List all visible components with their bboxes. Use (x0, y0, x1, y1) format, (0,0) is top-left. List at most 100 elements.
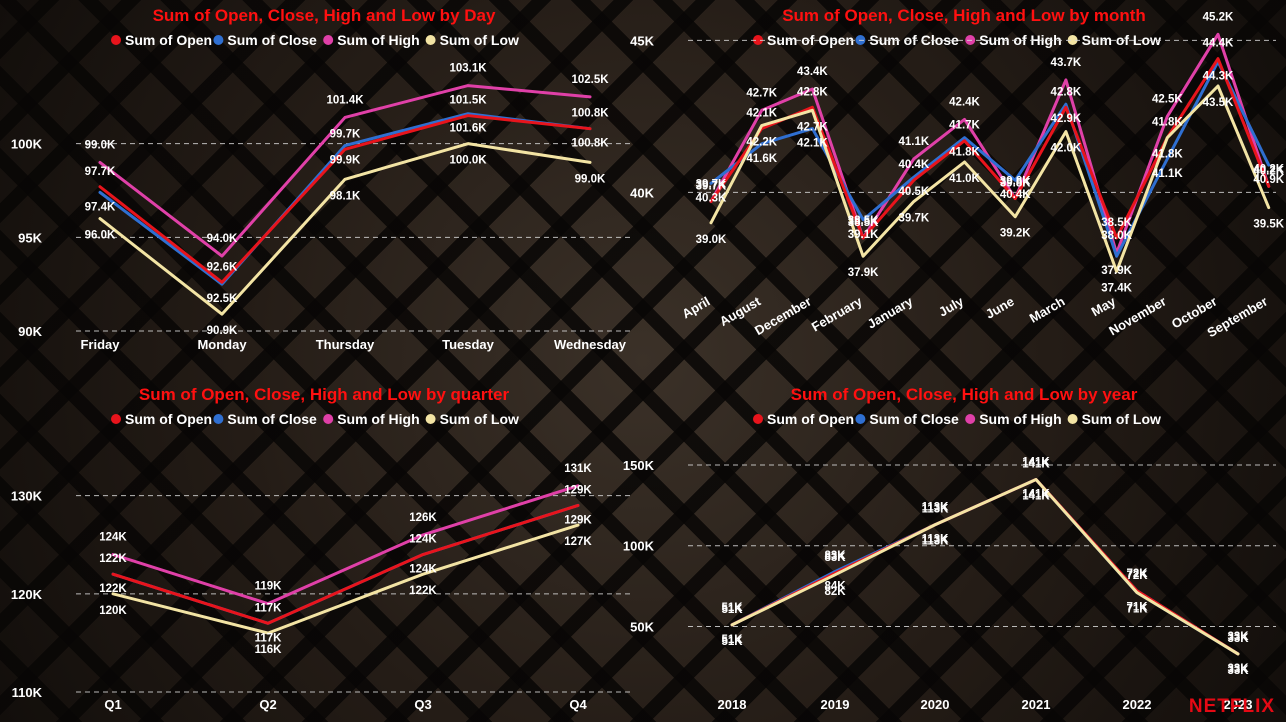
legend-marker-day-1 (213, 35, 224, 45)
data-label-month: 43.7K (1051, 57, 1082, 69)
series-line-month-2[interactable] (709, 32, 1271, 255)
x-tick-label-month: May (1089, 293, 1119, 319)
legend-marker-year-3 (1067, 414, 1078, 424)
legend-label-day-2[interactable]: Sum of High (337, 32, 419, 48)
data-label-day: 101.4K (326, 94, 364, 106)
netflix-logo: NETFLIX (1189, 696, 1275, 717)
data-label-month: 39.0K (696, 234, 727, 246)
data-label-quarter: 116K (255, 644, 283, 656)
data-label-month: 38.0K (1101, 230, 1132, 242)
legend-marker-month-3 (1067, 35, 1078, 45)
data-label-month: 44.3K (1203, 71, 1234, 83)
x-tick-label-month: June (983, 294, 1017, 322)
data-label-month: 41.8K (949, 147, 980, 159)
data-label-year: 71K (1126, 604, 1148, 616)
data-label-month: 37.4K (1101, 282, 1132, 294)
data-label-quarter: 119K (255, 581, 283, 593)
data-label-year: 83K (824, 550, 846, 562)
x-tick-label-month: December (752, 294, 814, 338)
data-label-quarter: 129K (564, 484, 592, 496)
chart-title-quarter: Sum of Open, Close, High and Low by quar… (139, 385, 510, 404)
data-label-month: 40.2K (1253, 163, 1284, 175)
data-label-month: 37.9K (1101, 265, 1132, 277)
chart-title-month: Sum of Open, Close, High and Low by mont… (782, 6, 1146, 25)
legend-label-quarter-3[interactable]: Sum of Low (440, 411, 519, 427)
series-line-quarter-1[interactable] (111, 503, 580, 625)
data-label-year: 51K (721, 636, 743, 648)
data-label-month: 42.1K (746, 108, 777, 120)
legend-label-day-0[interactable]: Sum of Open (125, 32, 212, 48)
chart-month: Sum of Open, Close, High and Low by mont… (630, 6, 1285, 340)
legend-marker-year-2 (965, 414, 976, 424)
data-label-day: 101.6K (449, 123, 487, 135)
legend-label-year-3[interactable]: Sum of Low (1082, 411, 1161, 427)
data-label-month: 39.1K (848, 229, 879, 241)
series-line-day-0[interactable] (98, 114, 592, 284)
data-label-month: 42.8K (1051, 86, 1082, 98)
data-label-year: 72K (1126, 568, 1148, 580)
legend-label-quarter-2[interactable]: Sum of High (337, 411, 419, 427)
data-label-year: 33K (1227, 665, 1249, 677)
data-label-quarter: 127K (564, 536, 592, 548)
x-tick-label-day: Monday (197, 337, 247, 352)
data-label-year: 72K (1126, 570, 1148, 582)
data-label-month: 40.4K (1000, 189, 1031, 201)
data-label-month: 37.9K (848, 267, 879, 279)
series-line-year-1[interactable] (730, 478, 1240, 656)
data-label-month: 39.2K (1000, 228, 1031, 240)
legend-marker-day-0 (111, 35, 121, 45)
data-label-year: 51K (721, 604, 743, 616)
x-tick-label-year: 2021 (1022, 697, 1051, 712)
legend-label-month-2[interactable]: Sum of High (979, 32, 1061, 48)
data-label-month: 44.4K (1203, 38, 1234, 50)
legend-label-quarter-0[interactable]: Sum of Open (125, 411, 212, 427)
series-line-quarter-2[interactable] (111, 484, 580, 606)
y-tick-label-year: 150K (623, 458, 655, 473)
data-label-month: 40.5K (898, 186, 929, 198)
y-tick-label-day: 100K (11, 137, 43, 152)
data-label-day: 102.5K (571, 74, 609, 86)
data-label-month: 39.8K (1000, 177, 1031, 189)
legend-label-month-0[interactable]: Sum of Open (767, 32, 854, 48)
series-line-day-3[interactable] (98, 142, 592, 316)
legend-marker-day-3 (425, 35, 436, 45)
data-label-month: 40.3K (696, 192, 727, 204)
legend-label-day-1[interactable]: Sum of Close (227, 32, 317, 48)
data-label-day: 97.7K (85, 166, 116, 178)
data-label-year: 113K (922, 536, 950, 548)
legend-marker-year-1 (855, 414, 866, 424)
series-line-month-0[interactable] (709, 57, 1271, 240)
data-label-day: 97.4K (85, 201, 116, 213)
legend-label-quarter-1[interactable]: Sum of Close (227, 411, 317, 427)
data-label-year: 82K (824, 586, 846, 598)
x-tick-label-year: 2022 (1123, 697, 1152, 712)
data-label-day: 100.0K (449, 155, 487, 167)
series-line-year-3[interactable] (730, 478, 1240, 656)
series-line-day-2[interactable] (98, 84, 592, 258)
legend-label-year-0[interactable]: Sum of Open (767, 411, 854, 427)
data-label-year: 141K (1022, 491, 1050, 503)
data-label-day: 98.1K (330, 190, 361, 202)
data-label-month: 42.8K (797, 86, 828, 98)
data-label-month: 40.4K (898, 159, 929, 171)
data-label-year: 113K (922, 504, 950, 516)
legend-label-year-2[interactable]: Sum of High (979, 411, 1061, 427)
data-label-day: 99.0K (85, 139, 116, 151)
chart-title-year: Sum of Open, Close, High and Low by year (791, 385, 1138, 404)
data-label-quarter: 124K (99, 532, 127, 544)
series-line-quarter-3[interactable] (111, 523, 580, 635)
y-tick-label-quarter: 110K (12, 685, 43, 700)
data-label-quarter: 124K (409, 534, 437, 546)
series-line-quarter-0[interactable] (111, 503, 580, 625)
data-label-month: 40.9K (1253, 174, 1284, 186)
data-label-year: 51K (721, 634, 743, 646)
series-line-year-2[interactable] (730, 478, 1240, 656)
legend-label-day-3[interactable]: Sum of Low (440, 32, 519, 48)
x-tick-label-year: 2019 (821, 697, 850, 712)
series-line-month-1[interactable] (709, 60, 1271, 258)
data-label-quarter: 117K (255, 602, 283, 614)
legend-label-year-1[interactable]: Sum of Close (869, 411, 959, 427)
x-tick-label-year: 2020 (921, 697, 950, 712)
series-line-year-0[interactable] (730, 478, 1240, 656)
series-line-month-3[interactable] (709, 84, 1271, 273)
